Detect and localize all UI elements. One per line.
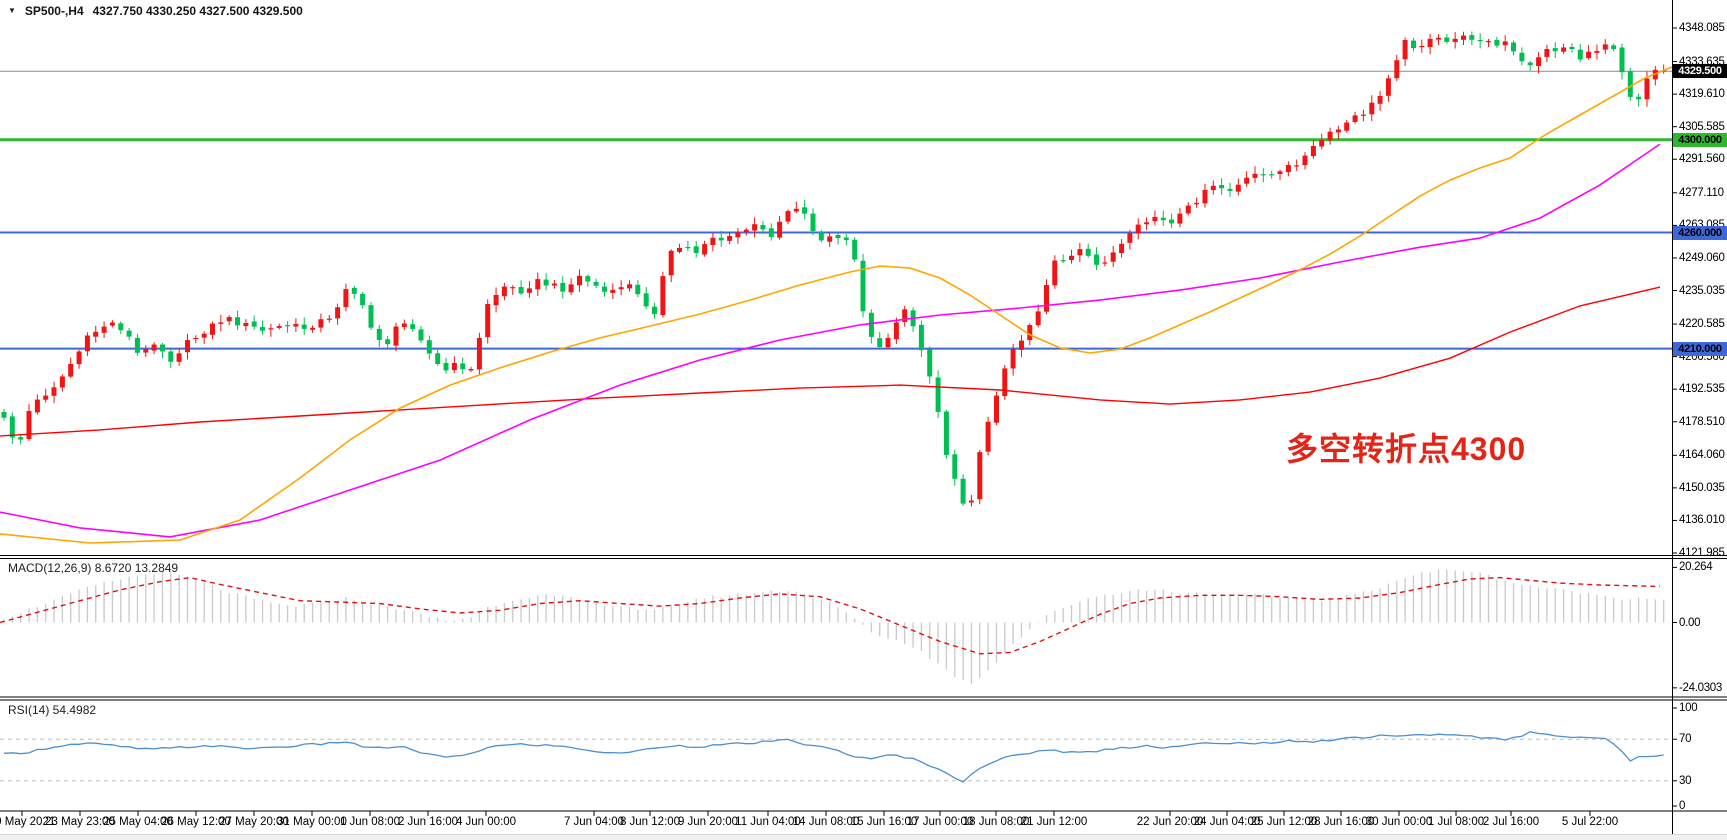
time-axis-label: 22 Jun 20:00 (1136, 816, 1204, 828)
time-axis-label: 1 Jul 08:00 (1427, 816, 1485, 828)
macd-indicator-label: MACD(12,26,9) 8.6720 13.2849 (8, 561, 179, 575)
time-axis-label: 26 May 12:00 (161, 816, 231, 828)
price-level-badge-4260.000: 4260.000 (1673, 225, 1727, 240)
rsi-axis-label: 30 (1679, 774, 1692, 787)
time-axis-label: 24 Jun 04:00 (1193, 816, 1261, 828)
time-axis-label: 4 Jun 00:00 (455, 816, 517, 828)
price-axis-label: 4121.985 (1679, 547, 1725, 559)
time-axis-label: 9 Jun 20:00 (677, 816, 739, 828)
window-bottom-strip (0, 834, 1727, 840)
price-axis-label: 4249.060 (1679, 251, 1725, 264)
time-axis-label: 18 Jun 08:00 (962, 816, 1030, 828)
time-axis-label: 2 Jul 16:00 (1482, 816, 1540, 828)
time-axis-label: 17 Jun 00:00 (906, 816, 974, 828)
time-axis-label: 14 Jun 08:00 (792, 816, 860, 828)
annotation-text: 多空转折点4300 (1286, 431, 1527, 467)
time-axis-label: 27 May 20:00 (219, 816, 289, 828)
time-axis-label: 1 Jun 08:00 (339, 816, 401, 828)
rsi-panel (0, 731, 1672, 783)
price-axis-label: 4192.535 (1679, 383, 1725, 396)
price-level-badge-4300.000: 4300.000 (1673, 132, 1727, 147)
price-level-badge-4329.500: 4329.500 (1673, 64, 1727, 79)
price-axis-label: 4277.110 (1679, 186, 1724, 199)
price-axis-label: 4178.510 (1679, 415, 1725, 428)
macd-axis-label: 0.00 (1679, 616, 1701, 629)
rsi-line (3, 731, 1664, 783)
price-axis-label: 4150.035 (1679, 481, 1725, 494)
time-axis-label: 28 Jun 16:00 (1307, 816, 1375, 828)
price-axis-label: 4305.585 (1679, 120, 1725, 133)
price-axis-label: 4235.035 (1679, 284, 1725, 297)
time-axis-label: 2 Jun 16:00 (397, 816, 459, 828)
rsi-axis-label: 100 (1679, 702, 1698, 714)
ma-fast-orange-line (0, 66, 1672, 544)
price-level-badge-4210.000: 4210.000 (1673, 341, 1727, 356)
macd-axis-label: 20.264 (1679, 561, 1713, 574)
time-axis-label: 21 Jun 12:00 (1020, 816, 1088, 828)
time-axis-label: 11 Jun 04:00 (735, 816, 801, 828)
rsi-axis-label: 70 (1679, 733, 1692, 746)
ma-mid-magenta-line (0, 143, 1661, 538)
time-axis-label: 8 Jun 12:00 (619, 816, 681, 828)
macd-histogram (3, 569, 1665, 684)
time-axis-label: 30 Jun 00:00 (1365, 816, 1433, 828)
macd-signal-line (0, 576, 1661, 655)
price-axis-label: 4291.560 (1679, 153, 1725, 166)
ma-slow-red-line (0, 286, 1661, 437)
time-axis-label: 23 May 23:00 (45, 816, 115, 828)
time-axis-label: 25 May 04:00 (103, 816, 173, 828)
price-axis-label: 4319.610 (1679, 88, 1725, 101)
candles-group (1, 31, 1667, 507)
macd-axis-label: -24.0303 (1679, 681, 1722, 694)
price-axis-label: 4220.585 (1679, 318, 1725, 331)
chevron-down-icon[interactable]: ▼ (8, 5, 16, 15)
time-axis-label: 5 Jul 22:00 (1561, 816, 1619, 828)
main-chart-panel (0, 31, 1672, 544)
price-axis-label: 4136.010 (1679, 514, 1725, 527)
rsi-indicator-label: RSI(14) 54.4982 (8, 703, 97, 717)
symbol-title-bar[interactable]: ▼ SP500-,H4 4327.750 4330.250 4327.500 4… (8, 4, 303, 18)
time-axis-label: 25 Jun 12:00 (1250, 816, 1318, 828)
time-axis-label: 7 Jun 04:00 (563, 816, 625, 828)
price-axis-label: 4348.085 (1679, 22, 1725, 34)
price-axis-label: 4164.060 (1679, 449, 1725, 462)
ohlc-values: 4327.750 4330.250 4327.500 4329.500 (92, 4, 303, 18)
macd-panel (0, 569, 1665, 684)
time-axis-label: 15 Jun 16:00 (850, 816, 918, 828)
time-axis-label: 31 May 00:00 (277, 816, 347, 828)
time-axis-label: 20 May 2021 (0, 816, 56, 828)
rsi-axis-label: 0 (1679, 800, 1686, 812)
symbol-timeframe: SP500-,H4 (24, 4, 84, 18)
